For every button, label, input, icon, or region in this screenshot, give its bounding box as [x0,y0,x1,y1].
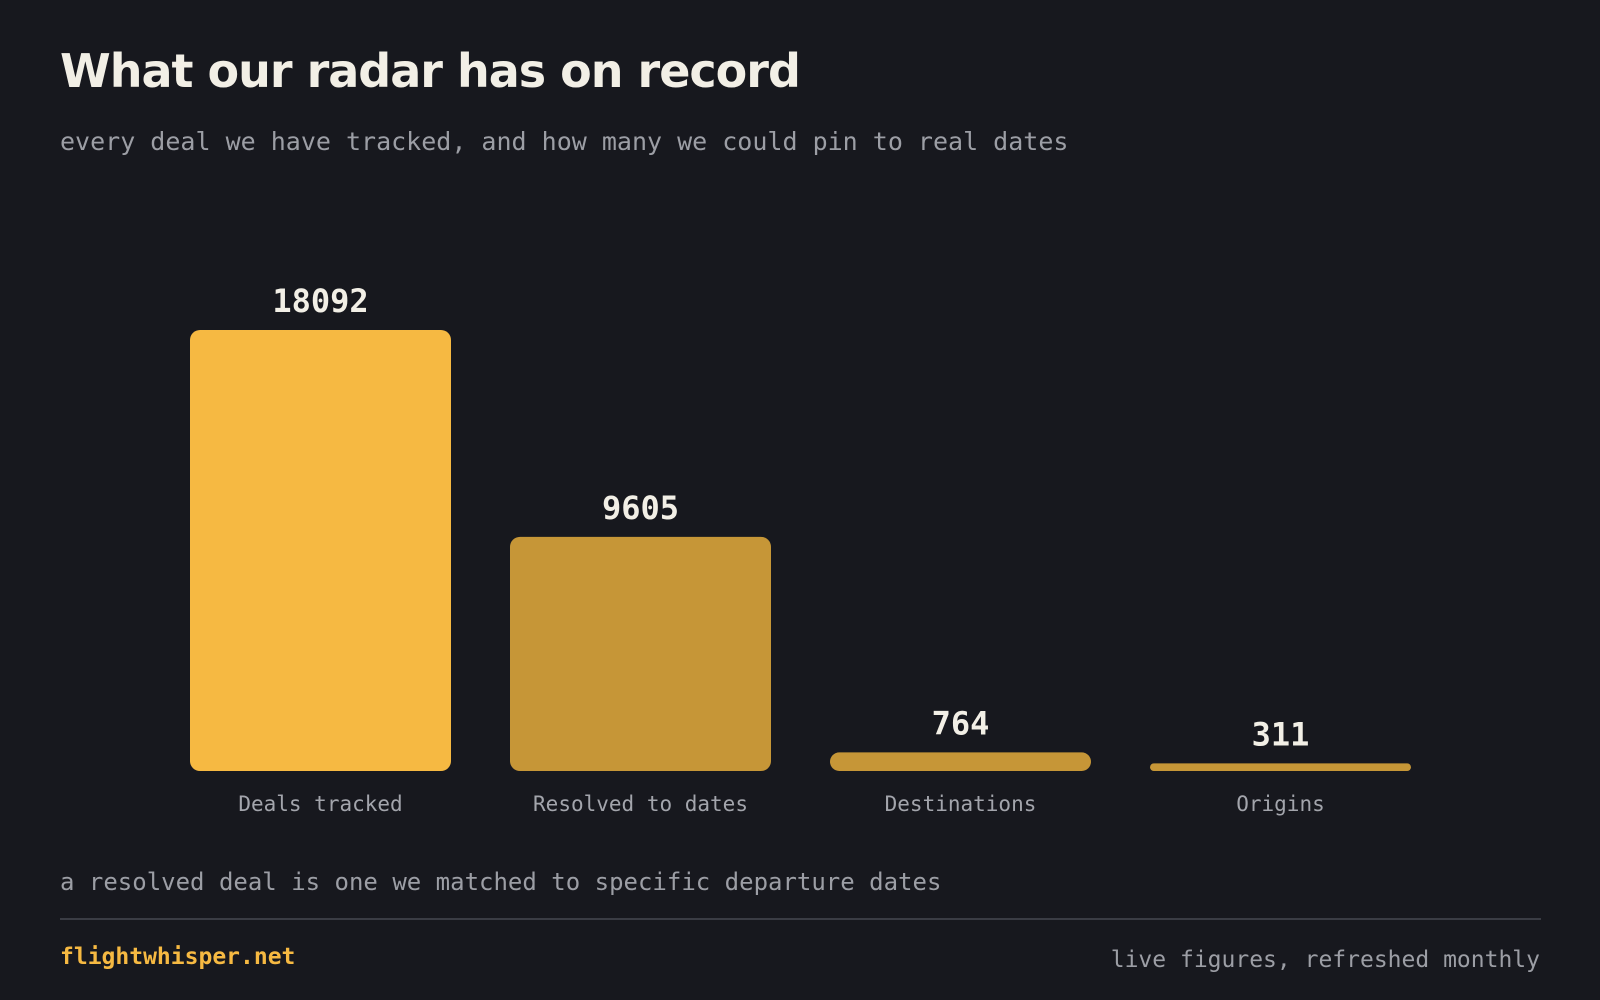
refresh-note: live figures, refreshed monthly [1110,947,1540,973]
footnote: a resolved deal is one we matched to spe… [60,868,942,896]
value-label-resolved-to-dates: 9605 [602,489,679,527]
bar-origins [1150,763,1411,771]
category-label-resolved-to-dates: Resolved to dates [533,792,748,816]
value-label-origins: 311 [1252,715,1310,753]
bar-deals-tracked [190,330,451,771]
bars-layer: 18092 Deals tracked 9605 Resolved to dates 7… [190,282,1411,816]
category-label-destinations: Destinations [885,792,1037,816]
value-label-deals-tracked: 18092 [272,282,368,320]
footer-divider [60,918,1541,920]
value-label-destinations: 764 [932,704,990,742]
chart-title: What our radar has on record [60,44,801,98]
category-label-origins: Origins [1236,792,1325,816]
brand-link[interactable]: flightwhisper.net [60,944,296,970]
category-label-deals-tracked: Deals tracked [238,792,402,816]
bar-destinations [830,752,1091,771]
bar-resolved-to-dates [510,536,771,771]
bar-chart: 18092 Deals tracked 9605 Resolved to dates 7… [190,282,1411,816]
chart-subtitle: every deal we have tracked, and how many… [60,127,1069,156]
